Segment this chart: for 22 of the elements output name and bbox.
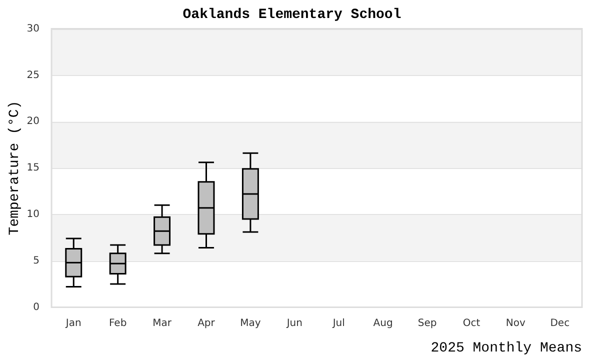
x-tick-label: Aug: [373, 318, 393, 329]
x-tick-label: Apr: [198, 318, 216, 329]
x-tick-label: Jan: [64, 318, 82, 329]
x-tick-label: Jul: [332, 318, 345, 329]
y-tick-label: 5: [33, 255, 40, 266]
chart-title: Oaklands Elementary School: [182, 6, 402, 23]
x-tick-label: Jun: [286, 318, 302, 329]
y-tick-label: 30: [26, 23, 40, 34]
y-tick-label: 25: [26, 70, 40, 81]
x-axis-title: 2025 Monthly Means: [430, 340, 582, 356]
y-tick-label: 10: [26, 208, 40, 220]
x-tick-label: Oct: [462, 318, 480, 329]
x-tick-label: Sep: [418, 318, 437, 329]
x-tick-label: Feb: [108, 318, 127, 329]
y-axis-title: Temperature (°C): [7, 100, 24, 236]
x-tick-label: May: [240, 318, 261, 329]
x-tick-label: Nov: [506, 318, 526, 329]
y-tick-label: 15: [26, 162, 40, 174]
x-tick-label: Mar: [152, 318, 172, 329]
y-tick-label: 20: [26, 116, 40, 128]
x-tick-label: Dec: [550, 318, 570, 329]
y-tick-label: 0: [33, 302, 40, 313]
